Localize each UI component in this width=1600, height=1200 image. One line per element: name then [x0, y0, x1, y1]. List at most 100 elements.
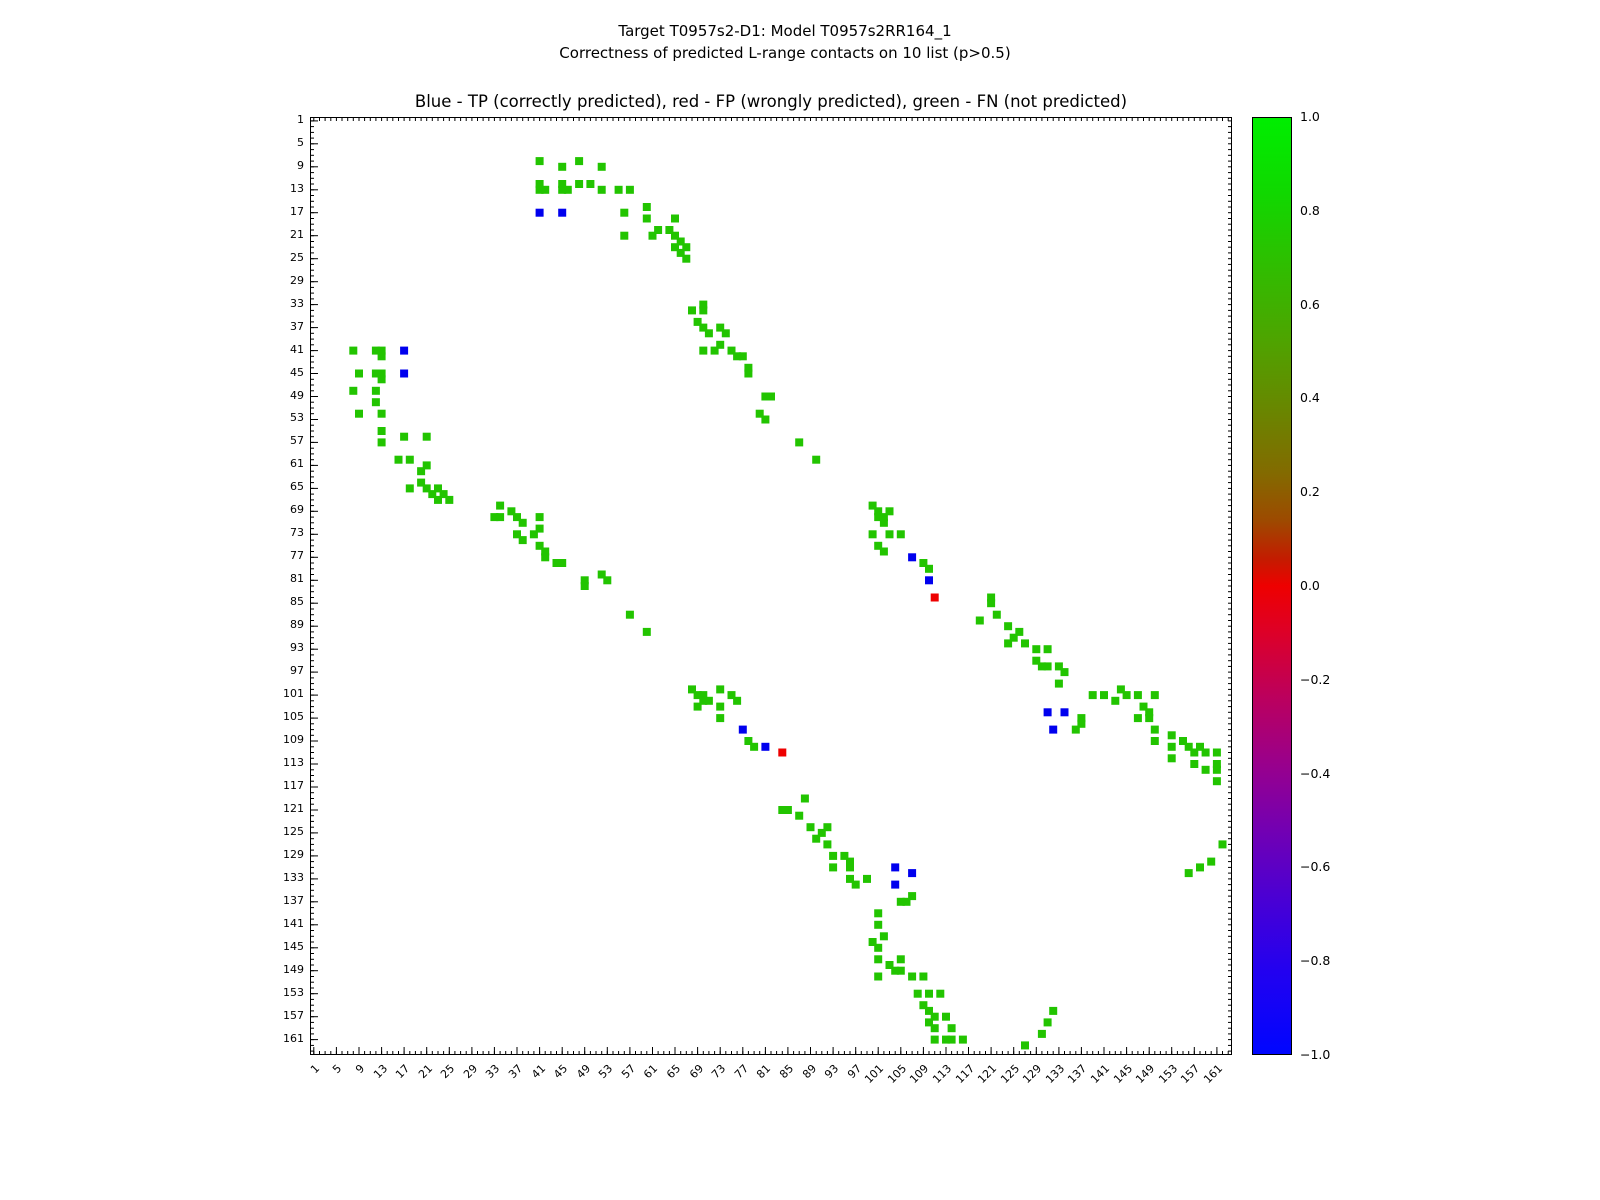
contact-map-canvas [311, 118, 1231, 1054]
fn-marker [879, 932, 888, 941]
fn-marker [1037, 1029, 1046, 1038]
fn-marker [1077, 714, 1086, 723]
fp-marker [778, 748, 787, 757]
fn-marker [1004, 639, 1013, 648]
fn-marker [823, 823, 832, 832]
tp-marker [400, 369, 409, 378]
fn-marker [783, 806, 792, 814]
fn-marker [868, 938, 877, 946]
colorbar [1252, 117, 1292, 1055]
fn-marker [654, 226, 663, 234]
fn-marker [1054, 662, 1063, 671]
fn-marker [371, 346, 380, 355]
fn-marker [1015, 627, 1024, 636]
fn-marker [445, 495, 454, 504]
y-axis-tick-label: 153 [283, 985, 304, 999]
y-axis-tick-label: 141 [283, 916, 304, 930]
y-axis-tick-label: 73 [290, 526, 304, 540]
tp-marker [535, 208, 544, 217]
fn-marker [1145, 714, 1154, 723]
fn-marker [868, 501, 877, 510]
fn-marker [1150, 737, 1159, 745]
fn-marker [671, 214, 679, 223]
fn-marker [992, 610, 1001, 619]
fn-marker [1077, 719, 1086, 728]
fn-marker [1004, 622, 1013, 631]
fn-marker [879, 518, 888, 527]
y-axis-tick-label: 53 [290, 411, 304, 425]
fn-marker [377, 346, 386, 355]
fn-marker [868, 530, 877, 539]
y-axis-tick-label: 93 [290, 641, 304, 655]
y-axis-tick-label: 17 [290, 204, 304, 218]
fn-marker [693, 317, 702, 326]
fn-marker [518, 536, 527, 545]
fn-marker [874, 972, 883, 981]
y-axis-tick-label: 85 [290, 595, 304, 609]
fn-marker [518, 518, 527, 527]
fn-marker [535, 185, 544, 194]
fn-marker [925, 989, 933, 998]
fn-marker [874, 943, 883, 952]
fn-marker [716, 685, 725, 694]
fn-marker [846, 863, 854, 872]
fn-marker [744, 369, 753, 378]
y-axis-tick-label: 45 [290, 365, 304, 379]
fn-marker [671, 231, 679, 240]
fn-marker [428, 490, 437, 499]
fn-marker [558, 162, 567, 171]
fn-marker [896, 966, 905, 975]
fn-marker [902, 897, 911, 906]
fn-marker [422, 461, 431, 470]
fn-marker [513, 530, 521, 539]
fn-marker [879, 547, 888, 556]
fn-marker [371, 386, 380, 395]
fn-marker [552, 559, 561, 567]
fn-marker [529, 530, 538, 539]
colorbar-gradient [1253, 118, 1291, 1054]
fn-marker [1212, 760, 1221, 768]
fn-marker [693, 702, 702, 711]
tp-marker [908, 869, 917, 878]
fn-marker [1043, 645, 1052, 654]
fn-marker [1060, 668, 1069, 677]
fn-marker [1184, 742, 1193, 751]
fn-marker [699, 323, 708, 332]
fn-marker [1021, 1041, 1029, 1050]
y-axis-tick-label: 89 [290, 618, 304, 632]
fn-marker [1196, 863, 1204, 872]
fn-marker [795, 811, 804, 820]
fn-marker [535, 157, 544, 166]
tp-marker [925, 576, 933, 585]
fn-marker [863, 874, 871, 883]
fn-marker [704, 329, 713, 338]
colorbar-tick-label: −0.2 [1300, 671, 1331, 687]
y-axis-tick-label: 121 [283, 801, 304, 815]
fn-marker [699, 691, 708, 700]
fn-marker [704, 696, 713, 705]
tp-marker [738, 725, 747, 734]
y-axis-tick-label: 109 [283, 733, 304, 747]
fn-marker [417, 467, 426, 476]
fn-marker [1212, 765, 1221, 774]
fn-marker [575, 157, 584, 166]
colorbar-tick-label: −0.4 [1300, 765, 1331, 781]
fn-marker [377, 369, 386, 378]
y-axis-tick-label: 1 [297, 112, 304, 126]
colorbar-tick-label: 0.8 [1300, 202, 1320, 218]
fn-marker [885, 507, 894, 516]
y-axis-tick-label: 129 [283, 847, 304, 861]
y-axis-tick-label: 29 [290, 273, 304, 287]
fn-marker [1032, 656, 1041, 665]
fn-marker [716, 323, 725, 332]
fn-marker [874, 513, 883, 522]
fn-marker [1201, 765, 1210, 774]
fn-marker [676, 237, 685, 246]
fn-marker [665, 226, 674, 234]
fn-marker [1196, 742, 1204, 751]
fn-marker [1139, 702, 1148, 711]
fn-marker [507, 507, 516, 516]
fn-marker [851, 880, 860, 889]
fn-marker [620, 231, 629, 240]
fn-marker [733, 352, 742, 361]
